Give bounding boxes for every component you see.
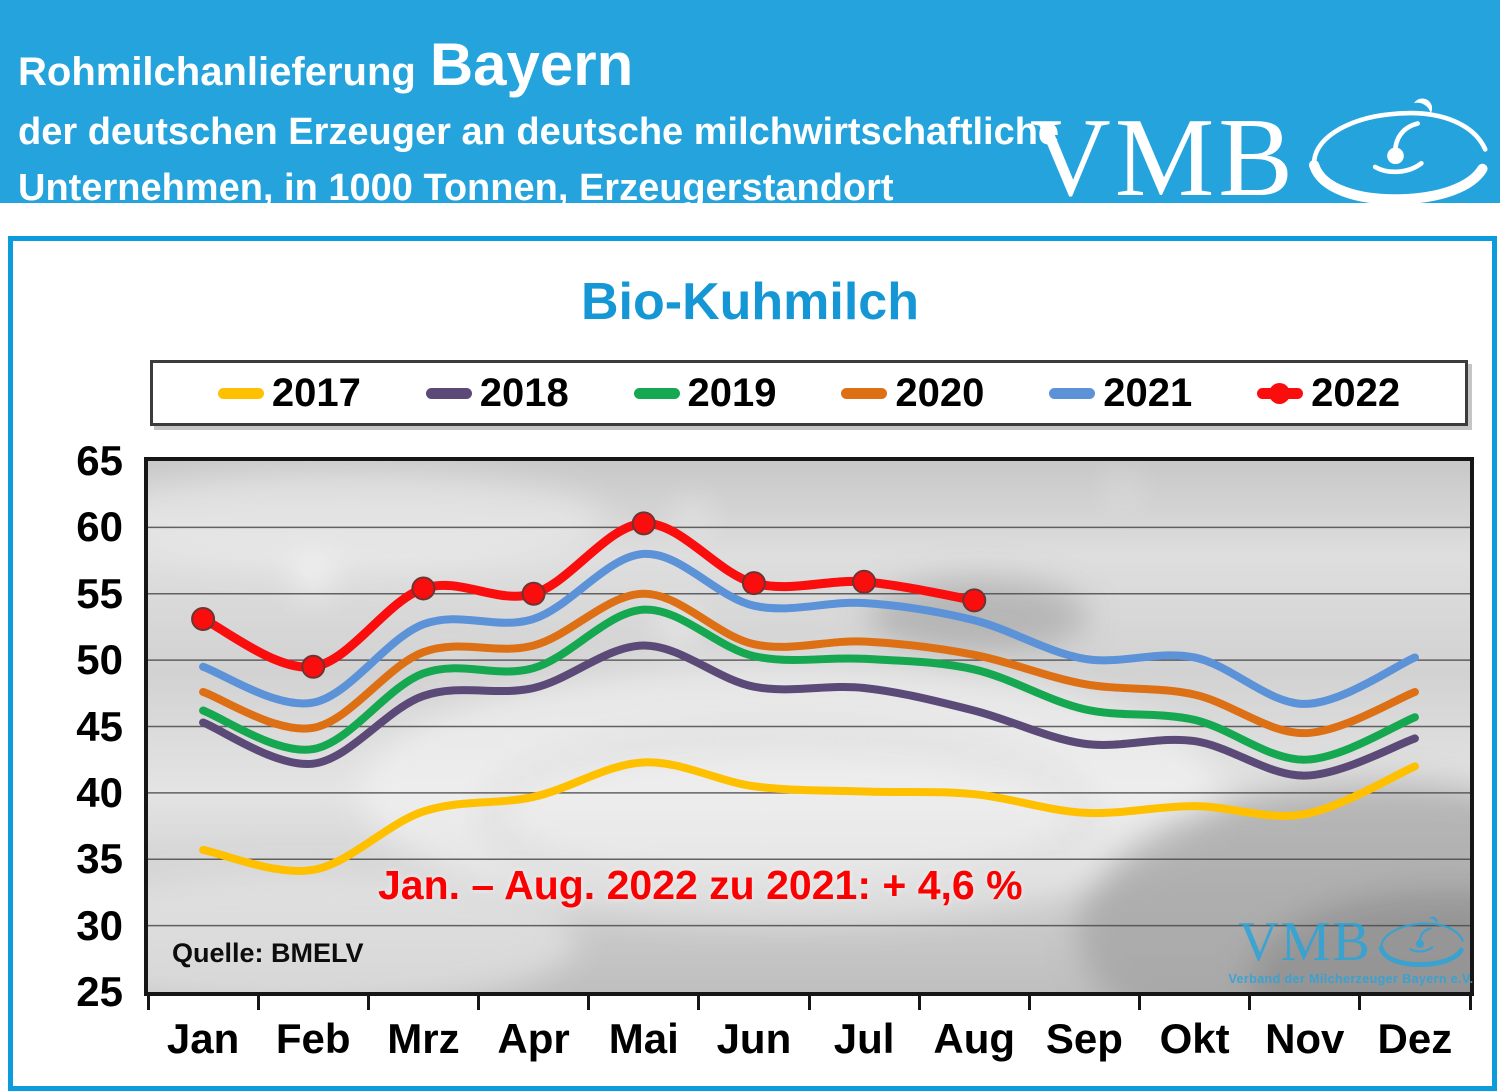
header-text-block: Rohmilchanlieferung Bayern der deutschen … — [18, 30, 1059, 211]
axis-tick — [477, 996, 480, 1010]
vmb-logo: VMB — [1029, 95, 1488, 220]
x-axis-label: Jun — [716, 1015, 792, 1062]
y-axis-label: 60 — [76, 503, 123, 551]
source-label: Quelle: BMELV — [172, 938, 364, 968]
data-point-2022 — [962, 588, 987, 613]
legend-item-2019: 2019 — [633, 370, 777, 416]
axis-tick — [1138, 996, 1141, 1010]
header-title: Rohmilchanlieferung Bayern — [18, 30, 1059, 99]
legend-label: 2018 — [479, 370, 569, 415]
axis-tick — [587, 996, 591, 1010]
axis-tick — [697, 996, 701, 1010]
series-line-2020 — [199, 589, 1419, 738]
legend-label: 2020 — [895, 370, 985, 415]
watermark-swirl-icon — [1378, 916, 1464, 967]
series-line-2018 — [199, 641, 1419, 780]
plot-area — [144, 457, 1474, 996]
watermark: VMB Verband der Milcherzeuger Bayern e.V… — [1222, 911, 1480, 986]
x-axis-label: Dez — [1377, 1015, 1453, 1062]
x-axis-label: Jul — [833, 1015, 895, 1062]
header-title-region: Bayern — [429, 31, 634, 98]
header-banner: Rohmilchanlieferung Bayern der deutschen … — [0, 0, 1500, 214]
series-line-2019 — [199, 605, 1419, 764]
legend-item-2020: 2020 — [841, 371, 984, 416]
legend-item-2018: 2018 — [425, 370, 569, 416]
x-axis-label: Mai — [608, 1015, 679, 1062]
axis-tick — [146, 996, 150, 1010]
data-point-2022 — [741, 571, 766, 596]
x-axis-label: Nov — [1265, 1015, 1345, 1062]
annotation-text: Jan. – Aug. 2022 zu 2021: + 4,6 % — [378, 862, 1023, 908]
y-axis-label: 40 — [76, 768, 123, 816]
x-axis-label: Mrz — [387, 1015, 460, 1062]
axis-tick — [366, 996, 370, 1010]
x-axis-label: Apr — [497, 1015, 570, 1062]
header-title-small: Rohmilchanlieferung — [18, 50, 416, 94]
data-point-2022 — [191, 606, 216, 631]
data-point-2022 — [852, 569, 877, 594]
legend-item-2017: 2017 — [217, 370, 361, 416]
legend: 2017 2018 2019 2020 2021 2022 — [150, 360, 1468, 426]
legend-swatch — [633, 387, 680, 399]
axis-tick — [1358, 996, 1362, 1010]
legend-item-2021: 2021 — [1049, 371, 1192, 416]
y-axis-label: 25 — [76, 968, 123, 1015]
legend-swatch — [1049, 387, 1096, 399]
axis-tick — [256, 996, 260, 1010]
watermark-text: VMB — [1238, 911, 1372, 974]
axis-tick — [807, 996, 811, 1010]
legend-label: 2021 — [1103, 370, 1193, 415]
data-point-2022 — [301, 654, 326, 679]
axis-tick — [917, 996, 921, 1010]
chart-title: Bio-Kuhmilch — [581, 273, 919, 331]
y-axis-label: 35 — [76, 835, 123, 883]
y-axis-label: 50 — [76, 636, 123, 684]
x-axis-label: Sep — [1045, 1015, 1123, 1062]
legend-label: 2019 — [687, 370, 777, 415]
y-axis-label: 55 — [76, 569, 123, 617]
legend-marker-dot — [1269, 382, 1291, 404]
x-axis-label: Okt — [1159, 1015, 1230, 1062]
axis-tick — [1027, 996, 1031, 1010]
legend-swatch — [841, 387, 888, 399]
series-line-2017 — [199, 758, 1419, 875]
y-axis-label: 30 — [76, 901, 123, 949]
legend-swatch — [1257, 382, 1304, 404]
axis-tick — [1248, 996, 1252, 1010]
data-point-2022 — [411, 576, 436, 601]
watermark-subtext: Verband der Milcherzeuger Bayern e.V. — [1228, 972, 1474, 986]
vmb-swirl-icon — [1309, 98, 1488, 205]
x-axis-label: Feb — [275, 1015, 351, 1062]
header-subtitle-1: der deutschen Erzeuger an deutsche milch… — [18, 111, 1060, 153]
x-axis-label: Jan — [166, 1015, 240, 1062]
y-axis-label: 45 — [76, 702, 123, 750]
x-axis-label: Aug — [933, 1015, 1016, 1062]
y-axis-label: 65 — [76, 437, 123, 484]
vmb-logo-text: VMB — [1029, 95, 1297, 220]
legend-label: 2017 — [271, 370, 361, 415]
data-point-2022 — [631, 511, 656, 536]
plot-canvas — [148, 461, 1470, 992]
series-line-2021 — [199, 549, 1419, 708]
header-subtitle-2: Unternehmen, in 1000 Tonnen, Erzeugersta… — [18, 167, 894, 209]
data-point-2022 — [521, 581, 546, 606]
legend-item-2022: 2022 — [1257, 371, 1400, 416]
legend-swatch — [217, 387, 264, 399]
axis-tick — [1468, 996, 1472, 1010]
legend-swatch — [425, 387, 472, 399]
legend-label: 2022 — [1311, 370, 1401, 415]
